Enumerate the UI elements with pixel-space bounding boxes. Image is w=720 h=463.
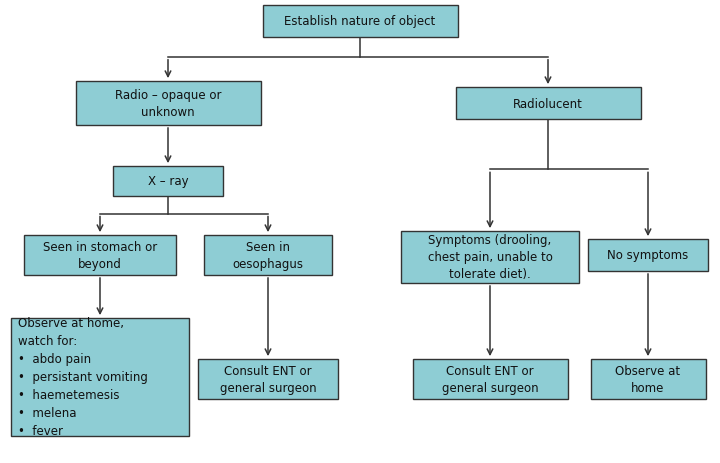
FancyBboxPatch shape bbox=[263, 6, 457, 38]
Text: X – ray: X – ray bbox=[148, 175, 189, 188]
FancyBboxPatch shape bbox=[590, 359, 706, 399]
Text: Radio – opaque or
unknown: Radio – opaque or unknown bbox=[114, 89, 221, 119]
Text: No symptoms: No symptoms bbox=[608, 249, 688, 262]
FancyBboxPatch shape bbox=[413, 359, 567, 399]
FancyBboxPatch shape bbox=[198, 359, 338, 399]
FancyBboxPatch shape bbox=[456, 88, 641, 120]
Text: Consult ENT or
general surgeon: Consult ENT or general surgeon bbox=[220, 364, 316, 394]
Text: Establish nature of object: Establish nature of object bbox=[284, 15, 436, 28]
FancyBboxPatch shape bbox=[401, 232, 579, 283]
Text: Radiolucent: Radiolucent bbox=[513, 97, 583, 110]
Text: Observe at home,
watch for:
•  abdo pain
•  persistant vomiting
•  haemetemesis
: Observe at home, watch for: • abdo pain … bbox=[18, 317, 148, 438]
FancyBboxPatch shape bbox=[24, 236, 176, 275]
Text: Consult ENT or
general surgeon: Consult ENT or general surgeon bbox=[441, 364, 539, 394]
FancyBboxPatch shape bbox=[113, 167, 223, 197]
Text: Seen in
oesophagus: Seen in oesophagus bbox=[233, 240, 304, 270]
FancyBboxPatch shape bbox=[76, 82, 261, 126]
FancyBboxPatch shape bbox=[204, 236, 332, 275]
Text: Observe at
home: Observe at home bbox=[616, 364, 680, 394]
Text: Seen in stomach or
beyond: Seen in stomach or beyond bbox=[43, 240, 157, 270]
Text: Symptoms (drooling,
chest pain, unable to
tolerate diet).: Symptoms (drooling, chest pain, unable t… bbox=[428, 234, 552, 281]
FancyBboxPatch shape bbox=[11, 319, 189, 436]
FancyBboxPatch shape bbox=[588, 239, 708, 271]
